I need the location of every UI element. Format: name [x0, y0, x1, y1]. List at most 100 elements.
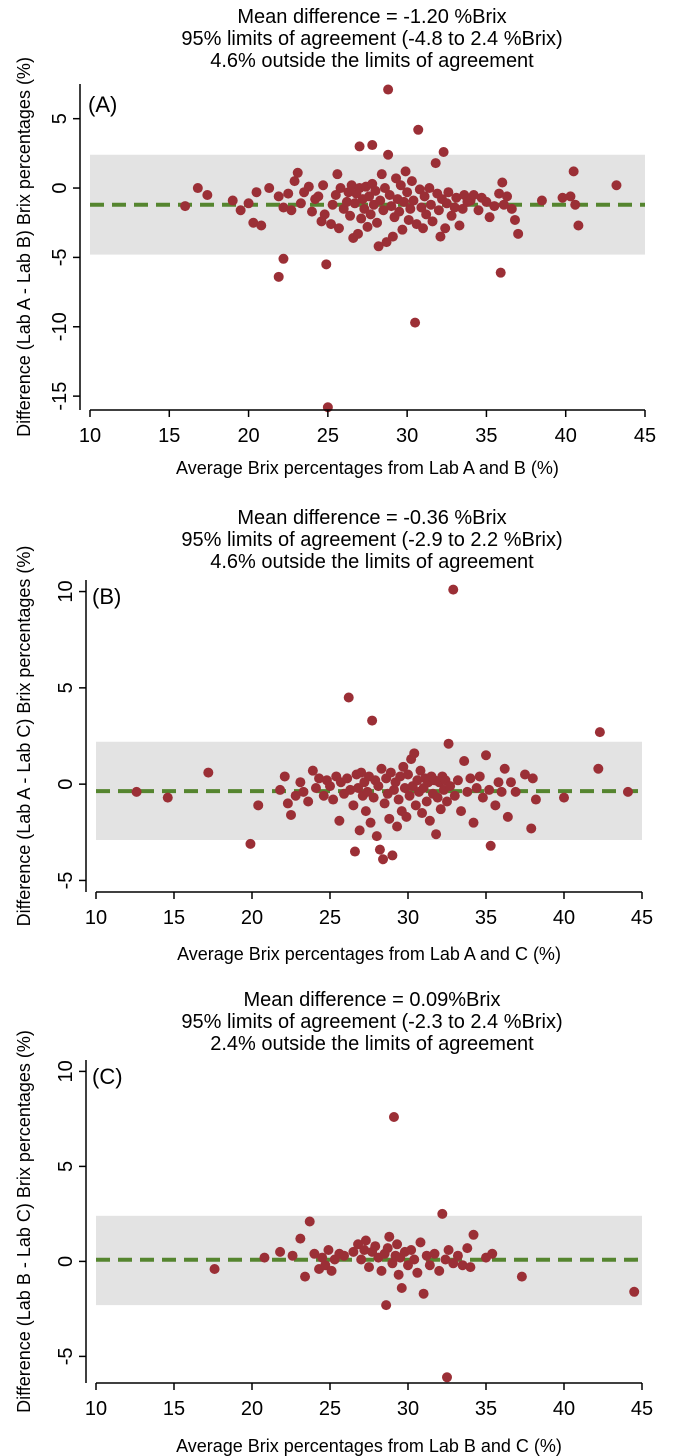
data-point [593, 763, 604, 774]
y-tick-label: -15 [49, 382, 71, 411]
data-point [235, 205, 246, 216]
data-point [202, 189, 213, 200]
x-axis-label: Average Brix percentages from Lab B and … [176, 1436, 562, 1456]
data-point [530, 794, 541, 805]
data-point [438, 146, 449, 157]
data-point [295, 777, 306, 788]
data-point [245, 838, 256, 849]
data-point [412, 1267, 423, 1278]
data-point [373, 241, 384, 252]
data-point [382, 1243, 393, 1254]
data-point [404, 790, 415, 801]
y-axis-label: Difference (Lab A - Lab C) Brix percenta… [14, 546, 34, 927]
data-point [502, 811, 513, 822]
data-point [419, 191, 430, 202]
data-point [323, 1245, 334, 1255]
data-point [379, 798, 390, 809]
x-tick-label: 15 [163, 907, 185, 929]
data-point [497, 177, 508, 188]
data-point [376, 169, 387, 180]
data-point [392, 1239, 403, 1250]
data-point [449, 202, 460, 213]
data-point [397, 224, 408, 235]
panel-label: (C) [92, 1064, 123, 1089]
data-point [396, 1283, 407, 1293]
data-point [431, 829, 442, 840]
data-point [209, 1264, 220, 1274]
chart-title-line: 95% limits of agreement (-4.8 to 2.4 %Br… [181, 28, 562, 50]
data-point [484, 784, 495, 795]
data-point [162, 792, 173, 803]
data-point [440, 223, 451, 234]
x-tick-label: 45 [631, 907, 653, 929]
data-point [388, 1112, 399, 1122]
data-point [317, 1252, 328, 1263]
data-point [502, 191, 513, 202]
data-point [354, 141, 365, 152]
data-point [398, 196, 409, 207]
data-point [360, 806, 371, 817]
data-point [557, 192, 568, 203]
data-point [481, 196, 492, 207]
data-point [295, 1233, 306, 1244]
data-point [273, 191, 284, 202]
data-point [367, 140, 378, 151]
data-point [343, 692, 354, 703]
data-point [484, 212, 495, 223]
data-point [341, 196, 352, 207]
data-point [443, 738, 454, 749]
data-point [381, 1300, 392, 1311]
data-point [421, 1250, 432, 1261]
x-tick-label: 35 [475, 425, 497, 447]
data-point [248, 217, 259, 228]
data-point [395, 771, 406, 782]
data-point [471, 783, 482, 793]
data-point [354, 825, 365, 836]
x-tick-label: 35 [475, 1398, 497, 1420]
data-point [445, 781, 456, 792]
data-point [408, 195, 419, 206]
data-point [374, 844, 385, 855]
x-tick-label: 40 [555, 425, 577, 447]
data-point [346, 180, 357, 191]
data-point [370, 1241, 381, 1252]
panel-label: (A) [88, 92, 117, 117]
data-point [372, 217, 383, 228]
data-point [333, 223, 344, 234]
x-tick-label: 35 [475, 907, 497, 929]
data-point [359, 1245, 370, 1255]
data-point [303, 181, 314, 192]
y-tick-label: 5 [49, 113, 71, 124]
data-point [402, 187, 413, 198]
data-point [417, 808, 428, 819]
data-point [415, 1237, 426, 1248]
data-point [465, 773, 476, 784]
data-point [298, 786, 309, 797]
panel-c: 10 5 0 -5 10 15 20 25 30 35 40 45 Mean difference = … [14, 989, 653, 1456]
data-point [456, 806, 467, 817]
data-point [393, 1269, 404, 1280]
data-point [387, 1258, 398, 1269]
x-tick-label: 20 [237, 425, 259, 447]
x-tick-label: 10 [85, 1398, 107, 1420]
data-point [403, 769, 413, 780]
data-point [498, 199, 509, 210]
data-point [481, 750, 491, 761]
data-point [513, 228, 524, 239]
data-point [565, 191, 576, 202]
data-point [326, 1265, 337, 1276]
x-tick-label: 25 [319, 907, 341, 929]
data-point [278, 253, 289, 264]
chart-title-line: 95% limits of agreement (-2.3 to 2.4 %Br… [181, 1011, 562, 1033]
y-tick-label: -5 [49, 249, 71, 267]
data-point [468, 817, 479, 828]
data-point [313, 191, 324, 202]
data-point [394, 206, 405, 217]
y-tick-label: -5 [55, 872, 77, 890]
data-point [286, 205, 297, 216]
data-point [251, 187, 262, 198]
data-point [365, 209, 376, 220]
data-point [451, 192, 462, 203]
data-point [383, 84, 394, 95]
